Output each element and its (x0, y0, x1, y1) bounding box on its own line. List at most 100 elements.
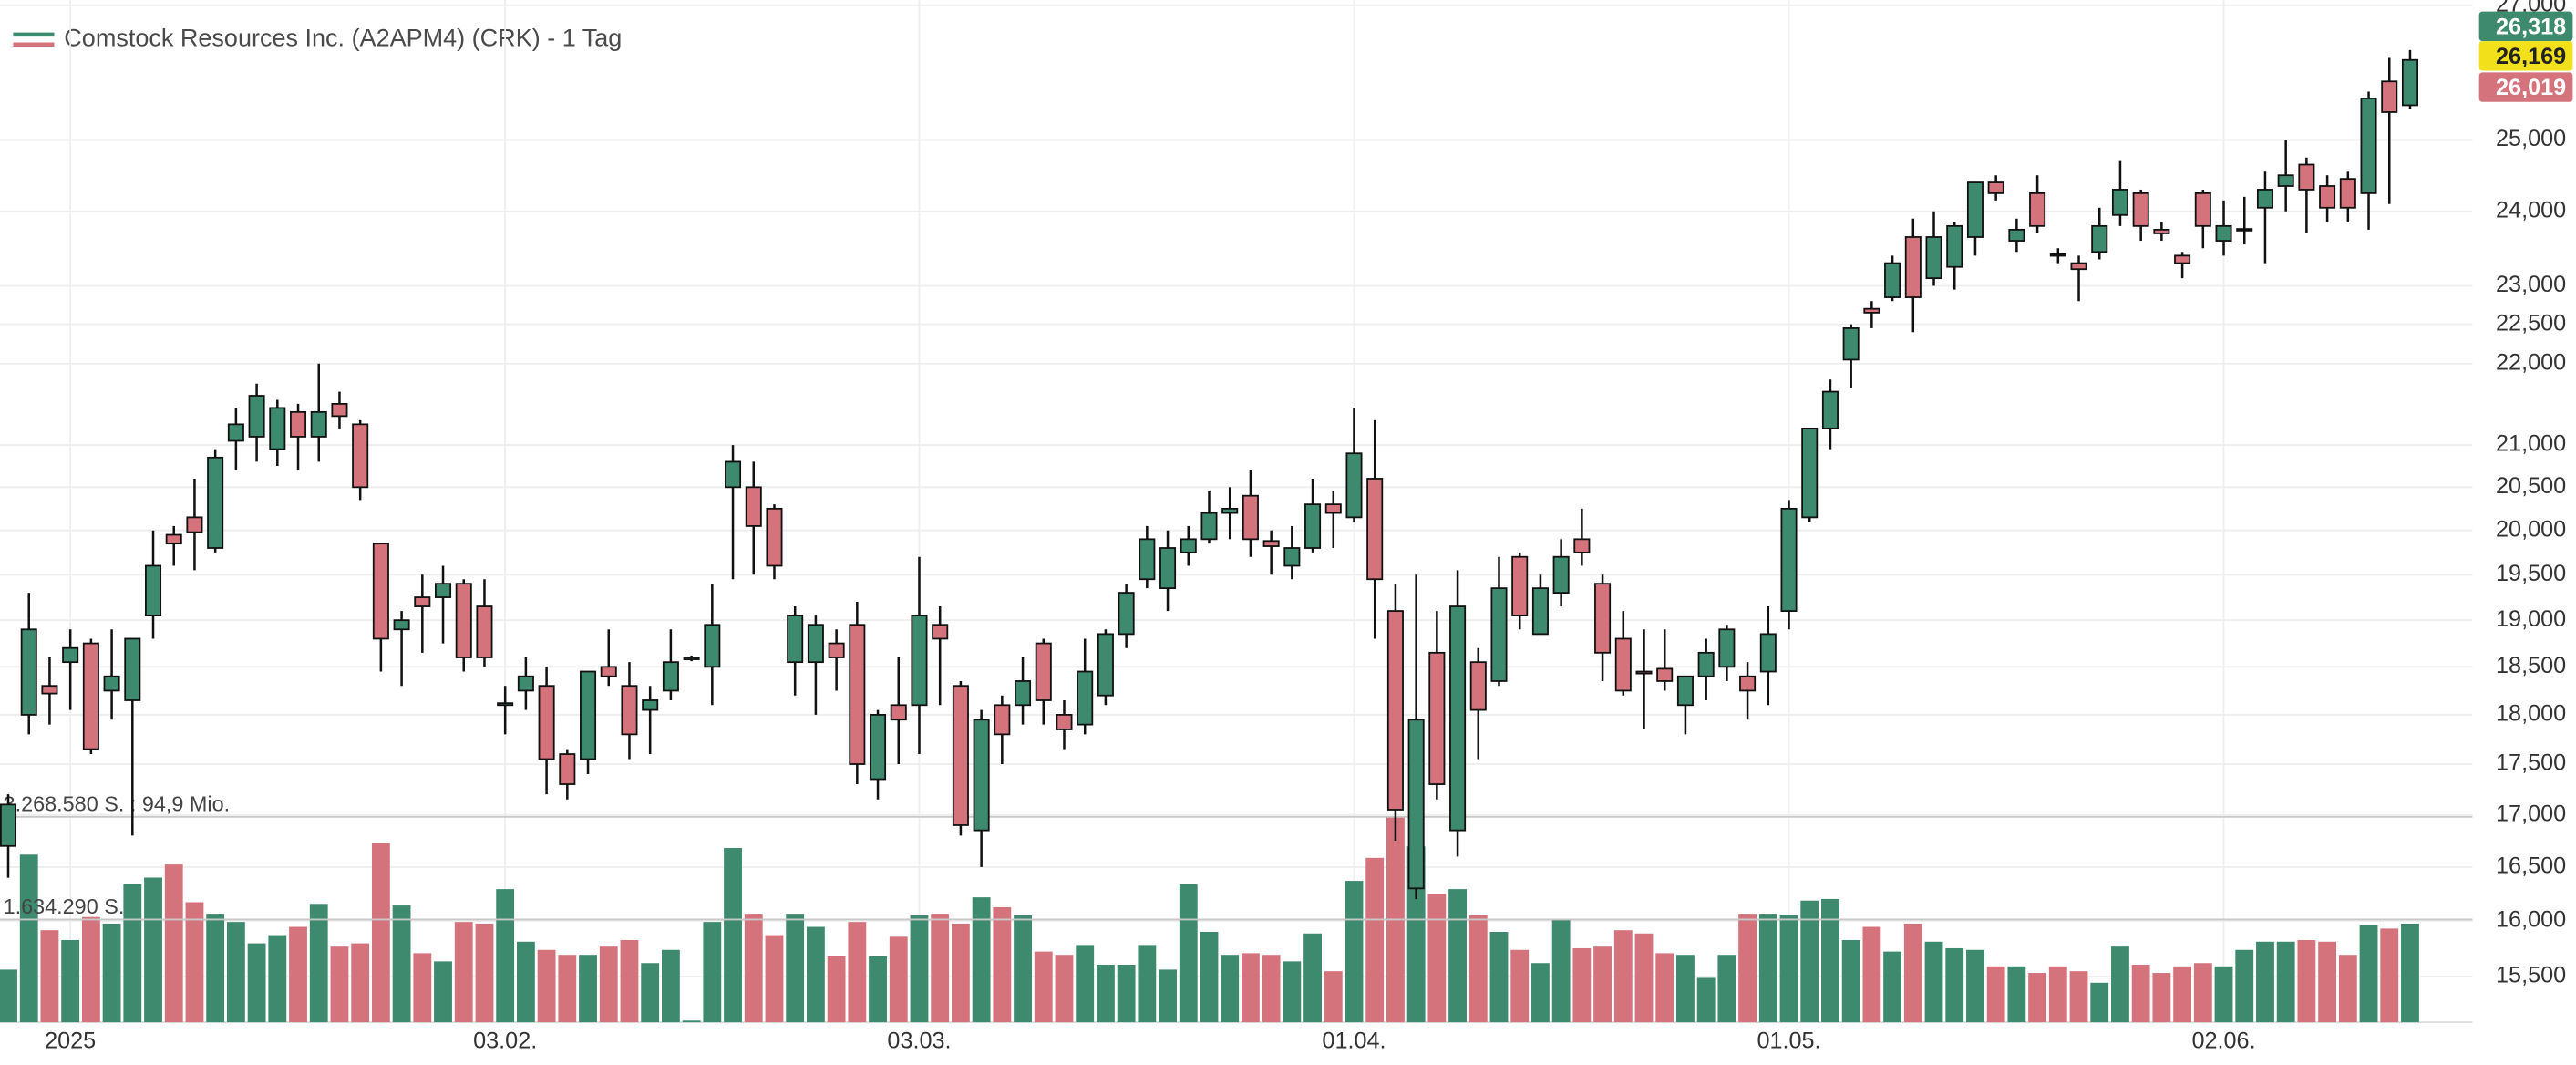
volume-bar (2380, 928, 2399, 1023)
candle-body (1490, 587, 1508, 682)
volume-bar (185, 902, 204, 1023)
candle-body (538, 685, 555, 760)
candle-body (227, 423, 244, 442)
volume-bar (2235, 949, 2254, 1023)
candle-body (621, 685, 638, 736)
candle-body (2153, 228, 2170, 234)
volume-bar (2173, 966, 2192, 1023)
candle-body (207, 456, 224, 549)
candle-body (2319, 185, 2336, 209)
volume-bar (765, 935, 784, 1023)
volume-bar (40, 930, 59, 1023)
volume-bar (848, 922, 867, 1023)
candle-body (1573, 538, 1591, 553)
candle-body (1718, 628, 1736, 668)
volume-bar (1821, 898, 1839, 1023)
candle-body (725, 460, 742, 489)
volume-bar (1489, 931, 1509, 1023)
candle-body (2381, 80, 2398, 113)
volume-bar (537, 949, 556, 1023)
volume-bar (1903, 923, 1922, 1023)
volume-bar (2048, 966, 2067, 1023)
volume-bar (1593, 946, 1612, 1023)
volume-bar (2193, 963, 2212, 1023)
candle-body (932, 624, 949, 640)
candle-body (1324, 503, 1342, 514)
volume-bar (351, 943, 370, 1023)
y-tick-label: 23,000 (2496, 272, 2566, 297)
candle-body (704, 624, 721, 668)
candle-body (248, 395, 265, 438)
candle-body (2029, 191, 2046, 227)
volume-bar (1283, 961, 1302, 1023)
volume-bar (1510, 949, 1530, 1023)
candle-body (1159, 547, 1177, 590)
volume-bar (641, 963, 660, 1023)
candle-body (1552, 555, 1570, 594)
candle-body (890, 704, 907, 721)
volume-bar (1924, 941, 1943, 1023)
volume-bar (1242, 953, 1260, 1023)
candle-body (2256, 189, 2273, 209)
volume-bar (1427, 894, 1447, 1023)
volume-bar (19, 854, 38, 1023)
candle-body (642, 699, 659, 711)
candle-body (103, 675, 120, 692)
volume-bar (1324, 971, 1343, 1023)
volume-bar (1634, 933, 1654, 1023)
volume-bar (620, 939, 639, 1023)
candle-body (1863, 307, 1880, 314)
x-tick-label: 03.03. (887, 1028, 951, 1053)
volume-bar (1221, 955, 1240, 1023)
y-tick-label: 16,000 (2496, 907, 2566, 933)
volume-bar (0, 969, 17, 1023)
volume-bar (972, 897, 991, 1023)
y-tick-label: 20,000 (2496, 516, 2566, 542)
candle-body (1987, 181, 2004, 194)
volume-bar (744, 914, 763, 1023)
candle-body (0, 803, 17, 847)
candle-body (517, 675, 534, 692)
candle-body (1780, 507, 1798, 612)
volume-bar (496, 889, 515, 1023)
candle-body (745, 486, 762, 527)
candle-body (476, 605, 493, 658)
volume-bar (1303, 933, 1322, 1023)
volume-bar (2069, 971, 2088, 1023)
candle-body (807, 624, 824, 664)
candle-body (1386, 610, 1404, 811)
candle-body (1407, 719, 1425, 890)
candle-body (186, 516, 203, 533)
y-tick-label: 18,500 (2496, 653, 2566, 678)
x-tick-label: 03.02. (473, 1028, 537, 1053)
candle-body (2298, 163, 2315, 191)
y-tick-label: 15,500 (2496, 963, 2566, 988)
candle-body (1656, 667, 1674, 682)
candle-body (973, 719, 990, 832)
volume-bar (1613, 930, 1633, 1023)
y-tick-label: 17,000 (2496, 801, 2566, 826)
volume-bar (392, 905, 411, 1023)
y-tick-label: 20,500 (2496, 473, 2566, 499)
volume-bar (1179, 884, 1198, 1023)
volume-bar (144, 877, 162, 1023)
volume-bar (1262, 955, 1281, 1023)
candle-body (20, 628, 37, 716)
candle-body (2360, 98, 2377, 194)
candle-body (1531, 587, 1549, 636)
volume-bar (1097, 965, 1115, 1023)
volume-bar (579, 955, 597, 1023)
volume-bar (268, 935, 287, 1023)
volume-bar (2297, 939, 2316, 1023)
candle-body (1676, 675, 1694, 707)
volume-bar (2256, 941, 2274, 1023)
candle-body (372, 543, 389, 640)
candle-body (414, 596, 431, 607)
volume-bar (993, 906, 1012, 1023)
volume-bar (806, 926, 825, 1023)
volume-bar (2007, 966, 2026, 1023)
volume-bar (330, 946, 349, 1023)
volume-bar (164, 864, 183, 1023)
volume-bar (1014, 915, 1032, 1023)
